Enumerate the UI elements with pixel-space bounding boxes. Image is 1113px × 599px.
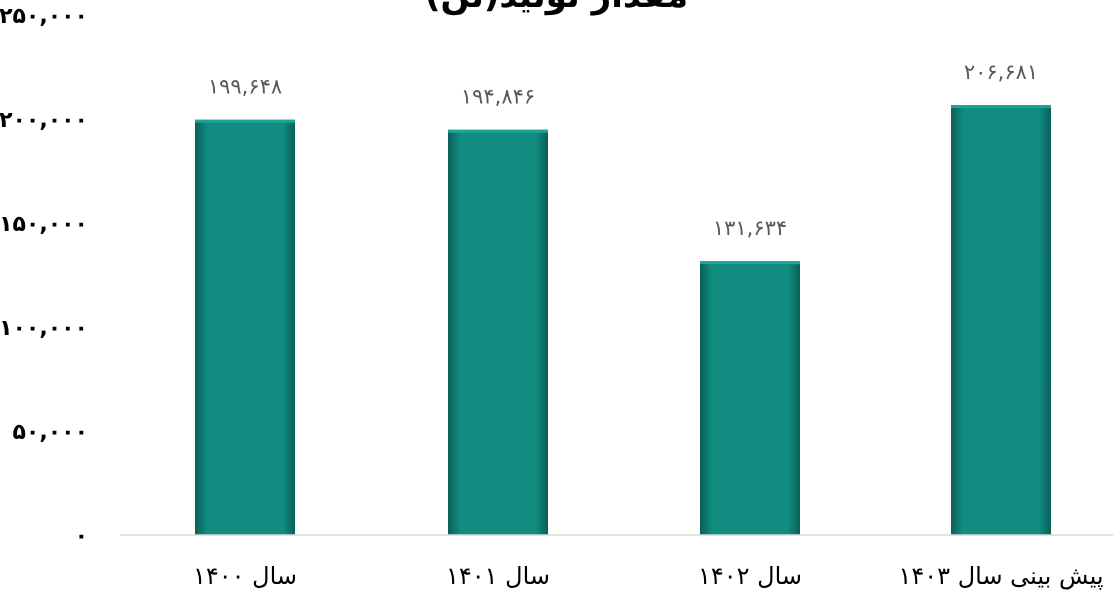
bars bbox=[195, 105, 1051, 536]
x-tick-label: پیش بینی سال ۱۴۰۳ bbox=[899, 562, 1104, 590]
bar bbox=[951, 105, 1051, 536]
y-tick-label: ۵۰,۰۰۰ bbox=[13, 420, 89, 445]
y-tick-label: ۱۵۰,۰۰۰ bbox=[0, 212, 88, 237]
y-tick-label: ۱۰۰,۰۰۰ bbox=[0, 316, 88, 341]
bar-value-label: ۱۹۴,۸۴۶ bbox=[461, 85, 535, 109]
bar-value-label: ۱۹۹,۶۴۸ bbox=[208, 75, 282, 99]
y-tick-label: ۰ bbox=[75, 524, 88, 549]
bar-value-label: ۲۰۶,۶۸۱ bbox=[964, 60, 1038, 84]
x-tick-label: سال ۱۴۰۰ bbox=[193, 562, 297, 590]
y-axis: ۰ ۵۰,۰۰۰ ۱۰۰,۰۰۰ ۱۵۰,۰۰۰ ۲۰۰,۰۰۰ ۲۵۰,۰۰۰ bbox=[0, 4, 88, 549]
bar bbox=[448, 129, 548, 535]
bar bbox=[700, 261, 800, 535]
x-tick-label: سال ۱۴۰۲ bbox=[698, 562, 802, 590]
value-labels: ۱۹۹,۶۴۸ ۱۹۴,۸۴۶ ۱۳۱,۶۳۴ ۲۰۶,۶۸۱ bbox=[208, 60, 1038, 240]
bar bbox=[195, 119, 295, 535]
y-tick-label: ۲۵۰,۰۰۰ bbox=[0, 4, 88, 29]
x-tick-label: سال ۱۴۰۱ bbox=[446, 562, 550, 590]
bar-top-edge bbox=[951, 105, 1051, 109]
chart-title: مقدار تولید(تن) bbox=[0, 0, 1113, 17]
bar-top-edge bbox=[448, 129, 548, 133]
x-axis: سال ۱۴۰۰ سال ۱۴۰۱ سال ۱۴۰۲ پیش بینی سال ۱۴۰… bbox=[120, 534, 1113, 590]
bar-top-edge bbox=[700, 261, 800, 265]
bar-value-label: ۱۳۱,۶۳۴ bbox=[713, 216, 787, 240]
y-tick-label: ۲۰۰,۰۰۰ bbox=[0, 108, 88, 133]
bar-top-edge bbox=[195, 119, 295, 123]
